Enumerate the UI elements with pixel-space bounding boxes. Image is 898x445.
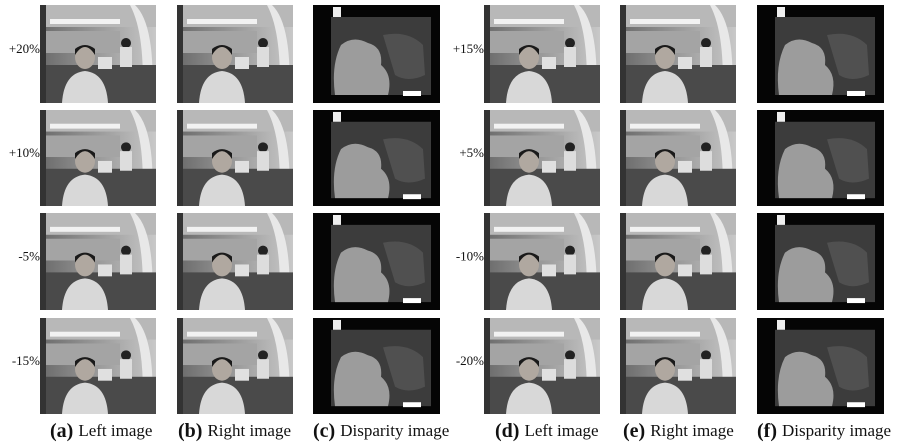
row-label: +20%	[9, 41, 40, 56]
caption: (e) Right image	[623, 420, 734, 442]
disparity-map	[757, 5, 884, 103]
caption-text: Disparity image	[782, 421, 891, 440]
caption-letter: (b)	[178, 420, 202, 442]
row-label: +15%	[453, 41, 484, 56]
caption-text: Right image	[207, 421, 291, 440]
stereo-photo	[40, 213, 156, 310]
row-label: -10%	[456, 248, 484, 263]
disparity-map	[313, 5, 440, 103]
stereo-photo	[484, 5, 600, 103]
stereo-photo	[484, 213, 600, 310]
stereo-photo	[620, 318, 736, 414]
row-label: -15%	[12, 353, 40, 368]
disparity-map	[757, 213, 884, 310]
stereo-photo	[484, 318, 600, 414]
row-label: -20%	[456, 353, 484, 368]
stereo-photo	[177, 318, 293, 414]
disparity-map	[313, 110, 440, 206]
caption: (b) Right image	[178, 420, 291, 442]
stereo-photo	[620, 213, 736, 310]
row-label: -5%	[18, 248, 40, 263]
row-label: +5%	[459, 145, 484, 160]
caption-letter: (a)	[50, 420, 73, 442]
caption-text: Right image	[650, 421, 734, 440]
caption-letter: (d)	[495, 420, 519, 442]
stereo-photo	[620, 5, 736, 103]
disparity-map	[757, 318, 884, 414]
row-label: +10%	[9, 145, 40, 160]
caption-letter: (c)	[313, 420, 335, 442]
stereo-photo	[620, 110, 736, 206]
figure: +20% +10% -5% -15% +15% +5% -10% -20% (a) Left im…	[0, 0, 898, 445]
caption: (a) Left image	[50, 420, 152, 442]
stereo-photo	[40, 318, 156, 414]
stereo-photo	[177, 213, 293, 310]
caption-text: Left image	[78, 421, 152, 440]
stereo-photo	[484, 110, 600, 206]
caption: (c) Disparity image	[313, 420, 449, 442]
stereo-photo	[40, 110, 156, 206]
caption: (d) Left image	[495, 420, 599, 442]
caption-text: Left image	[524, 421, 598, 440]
caption-letter: (e)	[623, 420, 645, 442]
caption: (f) Disparity image	[757, 420, 891, 442]
disparity-map	[313, 318, 440, 414]
caption-text: Disparity image	[340, 421, 449, 440]
caption-letter: (f)	[757, 420, 777, 442]
disparity-map	[313, 213, 440, 310]
stereo-photo	[40, 5, 156, 103]
stereo-photo	[177, 5, 293, 103]
stereo-photo	[177, 110, 293, 206]
disparity-map	[757, 110, 884, 206]
